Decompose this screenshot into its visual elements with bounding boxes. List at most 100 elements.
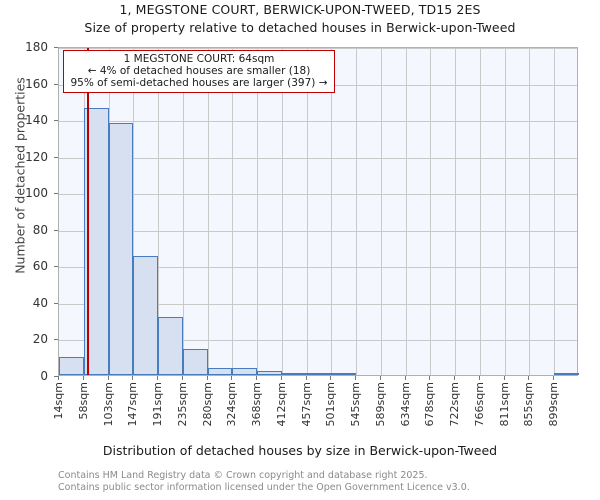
x-tick-mark: [58, 376, 59, 380]
y-tick-label: 60: [32, 259, 48, 274]
chart-title: 1, MEGSTONE COURT, BERWICK-UPON-TWEED, T…: [119, 2, 481, 17]
x-tick-label: 235sqm: [175, 382, 189, 427]
x-tick-mark: [181, 376, 183, 380]
grid-line-horizontal: [59, 157, 577, 159]
bar: [158, 316, 183, 375]
chart-subtitle: Size of property relative to detached ho…: [84, 20, 516, 35]
grid-line-vertical: [430, 48, 432, 375]
y-tick-mark: [54, 229, 58, 231]
x-tick-label: 368sqm: [250, 382, 264, 427]
x-tick-label: 14sqm: [52, 382, 65, 420]
property-marker-line: [86, 48, 89, 375]
x-tick-mark: [429, 376, 431, 380]
grid-line-vertical: [356, 48, 358, 375]
grid-line-horizontal: [59, 267, 577, 269]
y-tick-mark: [54, 47, 58, 48]
grid-line-horizontal: [59, 303, 577, 305]
grid-line-vertical: [479, 48, 481, 375]
grid-line-vertical: [306, 48, 308, 375]
x-tick-mark: [280, 376, 282, 380]
annotation-line-1: 1 MEGSTONE COURT: 64sqm: [123, 53, 275, 65]
grid-line-vertical: [207, 48, 209, 375]
grid-line-vertical: [554, 48, 556, 375]
x-tick-mark: [206, 376, 208, 380]
footer-attribution: Contains HM Land Registry data © Crown c…: [58, 470, 588, 493]
y-tick-mark: [54, 376, 58, 377]
x-tick-mark: [256, 376, 258, 380]
y-tick-label: 20: [32, 332, 48, 347]
x-tick-label: 811sqm: [497, 382, 511, 427]
grid-line-vertical: [331, 48, 333, 375]
grid-line-vertical: [380, 48, 382, 375]
bar: [554, 372, 579, 375]
x-tick-label: 634sqm: [398, 382, 412, 427]
x-tick-label: 147sqm: [126, 382, 140, 427]
grid-line-vertical: [182, 48, 184, 375]
x-tick-label: 722sqm: [448, 382, 462, 427]
grid-line-vertical: [257, 48, 259, 375]
x-tick-label: 589sqm: [373, 382, 387, 427]
grid-line-vertical: [504, 48, 506, 375]
x-tick-label: 280sqm: [200, 382, 214, 427]
grid-line-horizontal: [59, 121, 577, 123]
x-tick-label: 324sqm: [225, 382, 239, 427]
x-tick-mark: [107, 376, 109, 380]
grid-line-vertical: [158, 48, 160, 375]
bar: [59, 356, 84, 375]
x-tick-mark: [157, 376, 159, 380]
x-tick-mark: [503, 376, 505, 380]
x-tick-label: 103sqm: [101, 382, 115, 427]
y-tick-label: 180: [25, 40, 48, 54]
footer-line-2: Contains public sector information licen…: [58, 481, 470, 493]
bar: [133, 256, 159, 375]
bar: [306, 372, 332, 375]
y-tick-label: 120: [25, 149, 48, 164]
bar: [232, 367, 258, 375]
y-tick-label: 140: [25, 113, 48, 128]
y-tick-mark: [54, 266, 58, 268]
x-tick-mark: [82, 376, 84, 380]
bar: [257, 371, 282, 375]
grid-line-vertical: [455, 48, 457, 375]
grid-line-horizontal: [59, 48, 577, 49]
bar: [108, 122, 134, 375]
y-tick-mark: [54, 339, 58, 341]
y-tick-mark: [54, 83, 58, 85]
annotation-line-2: ← 4% of detached houses are smaller (18): [87, 65, 311, 77]
x-tick-label: 58sqm: [76, 382, 90, 420]
bar: [182, 349, 208, 375]
x-tick-label: 899sqm: [547, 382, 561, 427]
y-tick-mark: [54, 120, 58, 122]
grid-line-vertical: [133, 48, 135, 375]
x-tick-mark: [404, 376, 406, 380]
x-tick-mark: [330, 376, 332, 380]
y-tick-label: 40: [32, 295, 48, 310]
x-tick-mark: [478, 376, 480, 380]
x-tick-label: 766sqm: [472, 382, 486, 427]
grid-line-vertical: [529, 48, 531, 375]
x-tick-label: 545sqm: [349, 382, 363, 427]
y-tick-mark: [54, 193, 58, 195]
x-axis-label: Distribution of detached houses by size …: [102, 443, 498, 458]
bar: [331, 372, 357, 375]
x-tick-mark: [305, 376, 307, 380]
grid-line-vertical: [281, 48, 283, 375]
x-tick-mark: [231, 376, 233, 380]
bar: [207, 367, 233, 375]
x-tick-mark: [528, 376, 530, 380]
grid-line-horizontal: [59, 194, 577, 196]
x-tick-label: 501sqm: [324, 382, 338, 427]
x-tick-label: 855sqm: [522, 382, 536, 427]
y-tick-label: 160: [25, 76, 48, 91]
x-tick-mark: [379, 376, 381, 380]
footer-line-1: Contains HM Land Registry data © Crown c…: [58, 470, 428, 481]
x-tick-mark: [553, 376, 555, 380]
grid-line-vertical: [232, 48, 234, 375]
annotation-box: 1 MEGSTONE COURT: 64sqm ← 4% of detached…: [63, 50, 335, 93]
y-axis-label: Number of detached properties: [12, 77, 28, 274]
y-tick-mark: [54, 302, 58, 304]
grid-line-horizontal: [59, 230, 577, 232]
y-tick-label: 80: [32, 222, 48, 237]
y-tick-label: 0: [40, 369, 48, 383]
